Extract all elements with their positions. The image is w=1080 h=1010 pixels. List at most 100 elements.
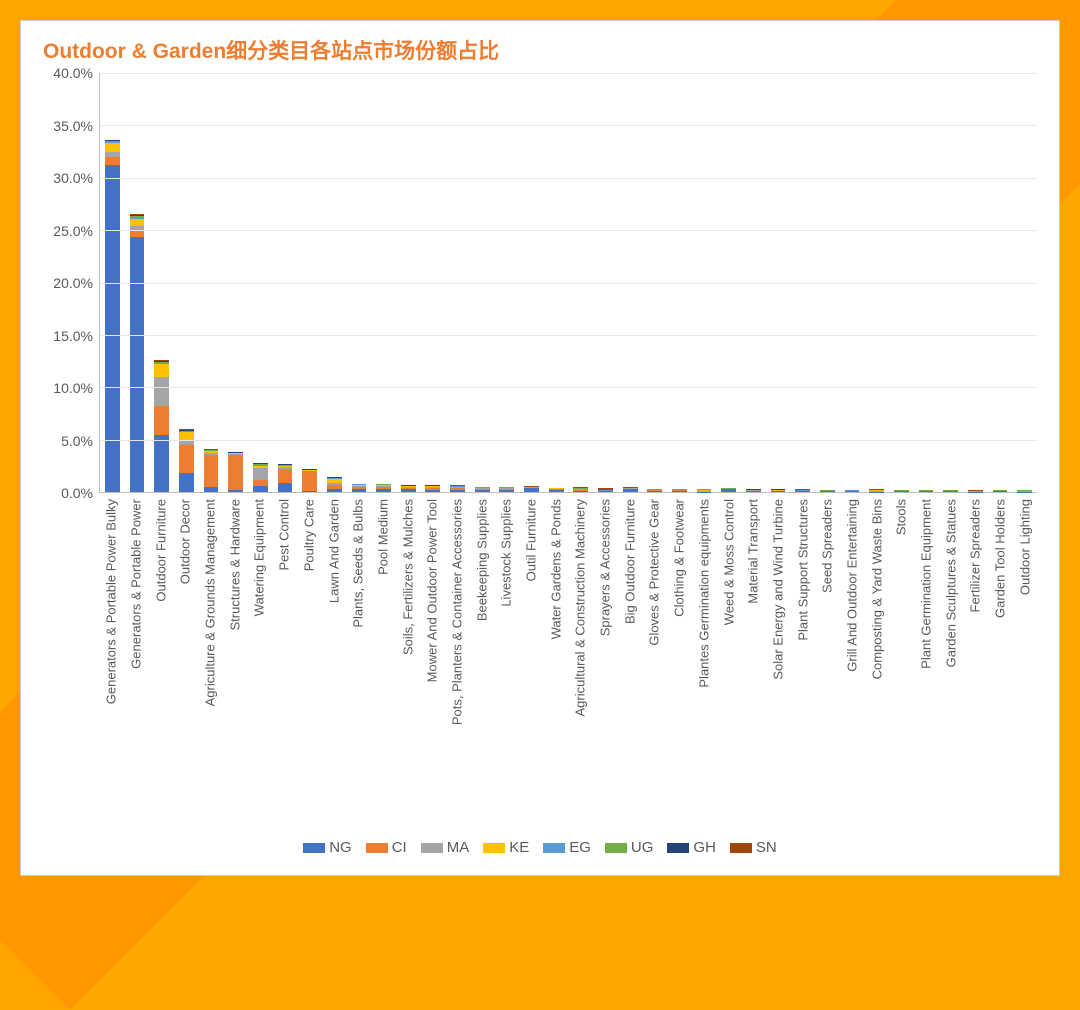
bar-segment-ng <box>154 435 169 492</box>
x-label-slot: Composting & Yard Waste Bins <box>864 493 889 833</box>
x-label-slot: Clothing & Footwear <box>667 493 692 833</box>
x-label-slot: Material Transport <box>741 493 766 833</box>
x-label: Agricultural & Construction Machinery <box>573 499 588 716</box>
legend-item-ng: NG <box>303 839 352 856</box>
x-label-slot: Gloves & Protective Gear <box>642 493 667 833</box>
y-tick-label: 35.0% <box>53 118 93 134</box>
x-label-slot: Pots, Planters & Container Accessories <box>445 493 470 833</box>
bar-segment-ng <box>672 491 687 492</box>
x-label-slot: Generators & Portable Power <box>124 493 149 833</box>
bar-segment-ma <box>253 468 268 481</box>
x-label: Weed & Moss Control <box>721 499 736 625</box>
x-label: Outdoor Decor <box>178 499 193 584</box>
x-label-slot: Lawn And Garden <box>321 493 346 833</box>
x-label-slot: Plant Support Structures <box>790 493 815 833</box>
x-label: Material Transport <box>746 499 761 604</box>
bar-segment-ng <box>228 490 243 492</box>
bar-segment-ng <box>278 483 293 492</box>
x-label: Plants, Seeds & Bulbs <box>351 499 366 628</box>
x-label: Outil Furniture <box>524 499 539 581</box>
bar-segment-ci <box>130 230 145 237</box>
legend-item-ug: UG <box>605 839 654 856</box>
grid-line <box>100 125 1037 126</box>
legend-swatch <box>483 843 505 853</box>
legend-item-ci: CI <box>366 839 407 856</box>
bar-segment-ng <box>179 473 194 492</box>
bar-segment-ng <box>130 237 145 492</box>
x-label: Beekeeping Supplies <box>474 499 489 621</box>
bar-segment-ng <box>746 491 761 492</box>
bar-segment-ng <box>425 490 440 492</box>
x-label-slot: Poultry Care <box>297 493 322 833</box>
x-label-slot: Pool Medium <box>371 493 396 833</box>
x-label: Generators & Portable Power <box>129 499 144 669</box>
x-label-slot: Outil Furniture <box>519 493 544 833</box>
x-label-slot: Seed Spreaders <box>815 493 840 833</box>
bar-segment-ci <box>105 157 120 165</box>
x-label: Outdoor Furniture <box>153 499 168 602</box>
bar-segment-ng <box>302 491 317 492</box>
x-label: Clothing & Footwear <box>672 499 687 617</box>
bar-segment-ng <box>894 491 909 492</box>
x-label-slot: Plant Germination Equipment <box>914 493 939 833</box>
chart-panel: Outdoor & Garden细分类目各站点市场份额占比 0.0%5.0%10… <box>20 20 1060 876</box>
x-label: Outdoor Lighting <box>1017 499 1032 595</box>
legend-swatch <box>667 843 689 853</box>
x-label-slot: Mower And Outdoor Power Tool <box>420 493 445 833</box>
bar-segment-ke <box>179 432 194 439</box>
bar-segment-ng <box>475 490 490 492</box>
x-label: Garden Tool Holders <box>993 499 1008 618</box>
y-tick-label: 40.0% <box>53 65 93 81</box>
x-label: Poultry Care <box>301 499 316 571</box>
x-label: Composting & Yard Waste Bins <box>869 499 884 679</box>
grid-line <box>100 387 1037 388</box>
legend-item-ke: KE <box>483 839 529 856</box>
y-tick-label: 15.0% <box>53 328 93 344</box>
bar-segment-ng <box>721 489 736 492</box>
x-label-slot: Garden Tool Holders <box>988 493 1013 833</box>
grid-line <box>100 73 1037 74</box>
x-label: Solar Energy and Wind Turbine <box>770 499 785 680</box>
y-tick-label: 25.0% <box>53 223 93 239</box>
y-tick-label: 20.0% <box>53 275 93 291</box>
legend-swatch <box>730 843 752 853</box>
bar-segment-ng <box>204 487 219 492</box>
legend-item-ma: MA <box>421 839 470 856</box>
bar-segment-ng <box>549 490 564 492</box>
legend-label: KE <box>509 839 529 856</box>
bar-segment-ng <box>105 165 120 492</box>
legend-label: NG <box>329 839 352 856</box>
x-label: Livestock Supplies <box>499 499 514 607</box>
y-tick-label: 10.0% <box>53 380 93 396</box>
legend-label: SN <box>756 839 777 856</box>
grid-line <box>100 230 1037 231</box>
x-label: Water Gardens & Ponds <box>548 499 563 639</box>
x-label-slot: Weed & Moss Control <box>716 493 741 833</box>
x-label-slot: Plants, Seeds & Bulbs <box>346 493 371 833</box>
x-label-slot: Beekeeping Supplies <box>469 493 494 833</box>
bar-segment-ke <box>105 143 120 151</box>
legend-label: EG <box>569 839 591 856</box>
x-label-slot: Generators & Portable Power Bulky <box>99 493 124 833</box>
y-tick-label: 30.0% <box>53 170 93 186</box>
x-label-slot: Soils, Fertilizers & Mulches <box>395 493 420 833</box>
x-axis-labels: Generators & Portable Power Bulky Generat… <box>99 493 1037 833</box>
x-label-slot: Livestock Supplies <box>494 493 519 833</box>
bar-segment-ma <box>154 377 169 406</box>
bar-segment-ng <box>623 489 638 492</box>
legend-item-gh: GH <box>667 839 716 856</box>
x-label-slot: Watering Equipment <box>247 493 272 833</box>
x-label-slot: Fertilizer Spreaders <box>963 493 988 833</box>
x-label-slot: Agricultural & Construction Machinery <box>568 493 593 833</box>
y-tick-label: 0.0% <box>61 485 93 501</box>
bar-segment-ci <box>228 455 243 490</box>
bar-segment-ng <box>993 491 1008 492</box>
x-label: Big Outdoor Furniture <box>622 499 637 624</box>
bar-segment-ng <box>573 491 588 492</box>
bar-segment-ng <box>352 489 367 492</box>
x-label-slot: Solar Energy and Wind Turbine <box>766 493 791 833</box>
legend-item-eg: EG <box>543 839 591 856</box>
x-label-slot: Grill And Outdoor Entertaining <box>840 493 865 833</box>
x-label: Mower And Outdoor Power Tool <box>425 499 440 682</box>
bar-segment-ci <box>179 445 194 473</box>
